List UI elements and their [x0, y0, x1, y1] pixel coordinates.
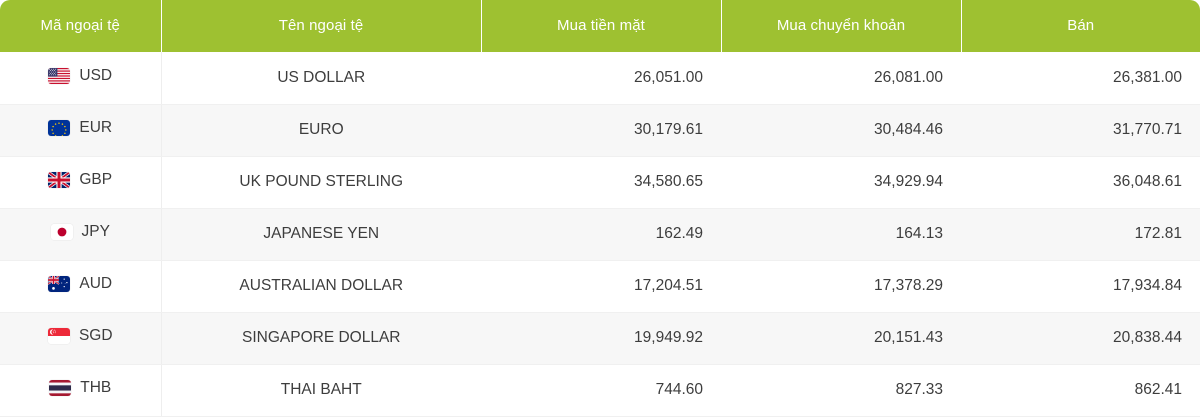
cell-currency-code: GBP [0, 156, 162, 209]
currency-code-label: GBP [79, 171, 113, 188]
currency-code-group: JPY [50, 223, 110, 241]
currency-code-group: EUR [48, 119, 112, 137]
cell-buy-transfer: 17,378.29 [721, 260, 961, 313]
column-header-buy-transfer[interactable]: Mua chuyển khoản [721, 0, 962, 52]
currency-code-group: AUD [48, 275, 112, 293]
cell-currency-name: EURO [161, 104, 481, 157]
column-header-currency-name[interactable]: Tên ngoại tệ [161, 0, 482, 52]
cell-sell: 36,048.61 [961, 156, 1200, 209]
flag-th-icon [49, 380, 72, 396]
table-body: USD US DOLLAR 26,051.00 26,081.00 26,381.00 E… [0, 52, 1200, 417]
currency-code-group: GBP [48, 171, 112, 189]
cell-currency-name: AUSTRALIAN DOLLAR [161, 260, 481, 313]
flag-us-icon [48, 67, 71, 84]
cell-currency-code: EUR [0, 104, 162, 157]
cell-currency-name: US DOLLAR [161, 52, 481, 105]
table-row[interactable]: JPY JAPANESE YEN 162.49 164.13 172.81 [0, 208, 1200, 261]
cell-currency-code: USD [0, 52, 162, 105]
flag-eu-icon [48, 120, 71, 136]
cell-buy-transfer: 34,929.94 [721, 156, 961, 209]
cell-currency-code: THB [0, 364, 162, 417]
cell-currency-code: SGD [0, 312, 162, 365]
cell-currency-code: JPY [0, 208, 162, 261]
table-header: Mã ngoại tệ Tên ngoại tệ Mua tiền mặt Mu… [0, 0, 1200, 52]
currency-code-label: USD [79, 66, 113, 84]
currency-code-group: USD [48, 67, 112, 85]
column-header-buy-cash[interactable]: Mua tiền mặt [481, 0, 722, 52]
cell-sell: 31,770.71 [961, 104, 1200, 157]
cell-buy-transfer: 164.13 [721, 208, 961, 261]
cell-currency-name: UK POUND STERLING [161, 156, 481, 209]
cell-buy-cash: 744.60 [481, 364, 721, 417]
cell-sell: 20,838.44 [961, 312, 1200, 365]
cell-currency-name: SINGAPORE DOLLAR [161, 312, 481, 365]
flag-au-icon [48, 276, 71, 292]
table-row[interactable]: USD US DOLLAR 26,051.00 26,081.00 26,381.00 [0, 52, 1200, 105]
currency-code-label: THB [80, 379, 112, 396]
column-header-sell[interactable]: Bán [961, 0, 1200, 52]
cell-sell: 172.81 [961, 208, 1200, 261]
cell-buy-transfer: 30,484.46 [721, 104, 961, 157]
cell-sell: 862.41 [961, 364, 1200, 417]
currency-code-group: THB [49, 379, 111, 397]
currency-code-label: JPY [81, 223, 110, 240]
cell-buy-cash: 30,179.61 [481, 104, 721, 157]
currency-code-label: SGD [78, 327, 113, 344]
cell-sell: 26,381.00 [961, 52, 1200, 105]
cell-buy-transfer: 26,081.00 [721, 52, 961, 105]
currency-code-group: SGD [47, 327, 113, 345]
table-row[interactable]: THB THAI BAHT 744.60 827.33 862.41 [0, 364, 1200, 417]
cell-buy-cash: 17,204.51 [481, 260, 721, 313]
flag-jp-icon [50, 224, 73, 240]
cell-buy-cash: 19,949.92 [481, 312, 721, 365]
table-row[interactable]: GBP UK POUND STERLING 34,580.65 34,929.94 36… [0, 156, 1200, 209]
cell-buy-cash: 34,580.65 [481, 156, 721, 209]
cell-buy-transfer: 827.33 [721, 364, 961, 417]
currency-code-label: AUD [79, 275, 113, 292]
table-row[interactable]: SGD SINGAPORE DOLLAR 19,949.92 20,151.43 20,… [0, 312, 1200, 365]
cell-currency-code: AUD [0, 260, 162, 313]
cell-buy-transfer: 20,151.43 [721, 312, 961, 365]
cell-currency-name: THAI BAHT [161, 364, 481, 417]
flag-sg-icon [47, 328, 70, 344]
cell-buy-cash: 162.49 [481, 208, 721, 261]
cell-sell: 17,934.84 [961, 260, 1200, 313]
table-row[interactable]: AUD AUSTRALIAN DOLLAR 17,204.51 17,378.29 17… [0, 260, 1200, 313]
column-header-currency-code[interactable]: Mã ngoại tệ [0, 0, 162, 52]
cell-currency-name: JAPANESE YEN [161, 208, 481, 261]
table-header-row: Mã ngoại tệ Tên ngoại tệ Mua tiền mặt Mu… [0, 0, 1200, 52]
cell-buy-cash: 26,051.00 [481, 52, 721, 105]
table-row[interactable]: EUR EURO 30,179.61 30,484.46 31,770.71 [0, 104, 1200, 157]
currency-code-label: EUR [79, 119, 113, 136]
flag-gb-icon [48, 172, 71, 188]
